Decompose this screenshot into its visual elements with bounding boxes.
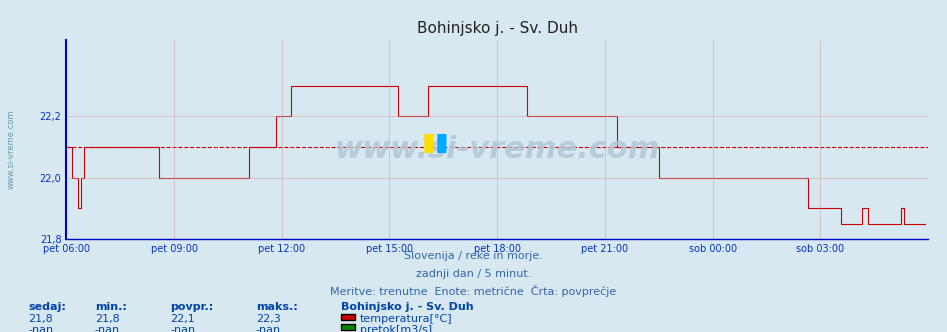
Text: Meritve: trenutne  Enote: metrične  Črta: povprečje: Meritve: trenutne Enote: metrične Črta: … [331, 286, 616, 297]
Title: Bohinjsko j. - Sv. Duh: Bohinjsko j. - Sv. Duh [417, 21, 578, 36]
Text: -nan: -nan [256, 325, 281, 332]
Text: temperatura[°C]: temperatura[°C] [360, 314, 453, 324]
Text: pretok[m3/s]: pretok[m3/s] [360, 325, 432, 332]
Text: -nan: -nan [28, 325, 54, 332]
Text: sedaj:: sedaj: [28, 302, 66, 312]
Text: ▮: ▮ [421, 131, 435, 155]
Text: www.si-vreme.com: www.si-vreme.com [7, 110, 16, 189]
Text: Bohinjsko j. - Sv. Duh: Bohinjsko j. - Sv. Duh [341, 302, 474, 312]
Text: 21,8: 21,8 [28, 314, 53, 324]
Text: povpr.:: povpr.: [170, 302, 214, 312]
Text: zadnji dan / 5 minut.: zadnji dan / 5 minut. [416, 269, 531, 279]
Text: 22,3: 22,3 [256, 314, 280, 324]
Text: www.si-vreme.com: www.si-vreme.com [334, 135, 660, 164]
Text: min.:: min.: [95, 302, 127, 312]
Text: 21,8: 21,8 [95, 314, 119, 324]
Text: -nan: -nan [95, 325, 120, 332]
Text: -nan: -nan [170, 325, 196, 332]
Text: maks.:: maks.: [256, 302, 297, 312]
Text: ▮: ▮ [435, 131, 448, 155]
Text: Slovenija / reke in morje.: Slovenija / reke in morje. [404, 251, 543, 261]
Text: 22,1: 22,1 [170, 314, 195, 324]
